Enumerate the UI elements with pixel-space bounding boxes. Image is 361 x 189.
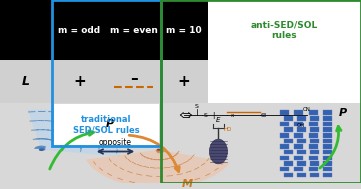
Bar [323, 156, 332, 160]
Bar [309, 110, 318, 115]
Bar [310, 127, 319, 132]
Bar [280, 133, 289, 138]
Bar [280, 156, 289, 160]
Bar [280, 167, 289, 171]
Bar [161, 0, 361, 183]
Text: CN: CN [303, 107, 311, 112]
Bar [323, 110, 332, 115]
Bar [294, 110, 303, 115]
Bar [297, 116, 306, 121]
Bar [208, 0, 361, 103]
Bar [323, 127, 332, 132]
Bar [284, 161, 293, 166]
Bar [0, 60, 52, 103]
Bar [284, 116, 293, 121]
Text: traditional
SED/SOL rules: traditional SED/SOL rules [73, 115, 140, 134]
Bar [323, 133, 332, 138]
Text: M: M [182, 179, 193, 189]
Bar [294, 133, 303, 138]
Bar [297, 150, 306, 154]
Wedge shape [28, 110, 121, 157]
Bar [323, 122, 332, 126]
Bar [280, 144, 289, 149]
Bar [323, 116, 332, 121]
Bar [310, 150, 319, 154]
Bar [0, 146, 361, 183]
Bar [310, 173, 319, 177]
Text: 63: 63 [260, 113, 267, 119]
Text: m = 10: m = 10 [166, 26, 202, 35]
Bar [284, 139, 293, 143]
Text: x: x [231, 112, 235, 118]
Text: P: P [106, 119, 114, 129]
Bar [294, 156, 303, 160]
FancyArrowPatch shape [129, 135, 179, 171]
Bar [309, 156, 318, 160]
Bar [294, 167, 303, 171]
Text: +: + [178, 74, 191, 89]
Bar [284, 127, 293, 132]
Bar [309, 133, 318, 138]
Text: anti-SED/SOL
rules: anti-SED/SOL rules [251, 20, 318, 40]
Text: L: L [22, 75, 30, 88]
Bar [208, 60, 361, 103]
Bar [297, 173, 306, 177]
Bar [0, 0, 52, 60]
Bar [297, 127, 306, 132]
Bar [310, 161, 319, 166]
FancyArrowPatch shape [320, 126, 341, 168]
Text: S: S [195, 104, 199, 109]
Bar [106, 0, 161, 60]
Text: P: P [339, 108, 347, 118]
Text: S: S [204, 112, 208, 118]
Bar [208, 0, 361, 60]
Text: HO: HO [223, 127, 232, 132]
Text: m = even: m = even [110, 26, 157, 35]
FancyArrowPatch shape [50, 131, 93, 169]
Bar [52, 0, 106, 60]
Bar [323, 173, 332, 177]
Bar [294, 144, 303, 149]
Bar [54, 104, 159, 145]
Bar [280, 122, 289, 126]
Bar [161, 60, 208, 103]
Text: |: | [212, 112, 214, 119]
Bar [309, 167, 318, 171]
Bar [280, 110, 289, 115]
Bar [310, 139, 319, 143]
Bar [323, 167, 332, 171]
Bar [284, 173, 293, 177]
Bar [310, 116, 319, 121]
Text: opposite: opposite [99, 138, 132, 147]
Ellipse shape [209, 139, 227, 164]
Text: m = odd: m = odd [58, 26, 100, 35]
Bar [309, 144, 318, 149]
Bar [323, 161, 332, 166]
Bar [161, 0, 208, 60]
Text: –: – [130, 70, 138, 86]
Wedge shape [86, 150, 230, 188]
Text: E: E [216, 117, 221, 123]
Text: +: + [73, 74, 86, 89]
Bar [297, 161, 306, 166]
Bar [323, 139, 332, 143]
Bar [106, 60, 161, 103]
Text: OH: OH [297, 123, 306, 129]
Bar [294, 122, 303, 126]
Bar [297, 139, 306, 143]
Bar [52, 60, 106, 103]
Ellipse shape [157, 149, 161, 151]
Bar [323, 144, 332, 149]
Bar [323, 150, 332, 154]
Bar [309, 122, 318, 126]
Bar [284, 150, 293, 154]
Bar [52, 0, 161, 146]
Ellipse shape [39, 148, 44, 151]
